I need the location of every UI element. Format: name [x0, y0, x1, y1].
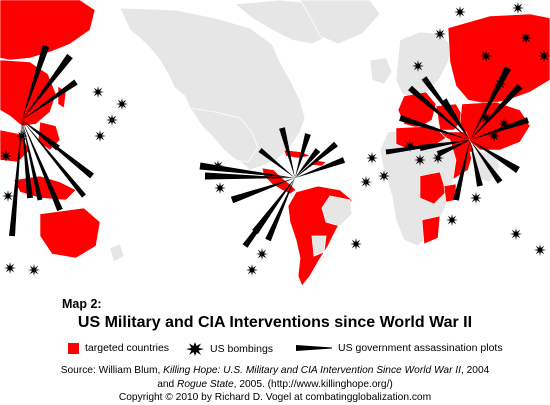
- bombing-explosion-icon: [94, 130, 106, 142]
- bombing-explosion-icon: [246, 264, 258, 276]
- source-book-title-2: Rogue State: [177, 378, 234, 390]
- bombing-explosion-icon: [366, 152, 378, 164]
- assassination-plot-wedge: [421, 76, 470, 140]
- land-south-america: [287, 185, 353, 287]
- legend-targeted: targeted countries: [68, 342, 169, 354]
- source-line-2-prefix: and: [157, 378, 178, 390]
- bombing-explosion-icon: [454, 6, 466, 18]
- assassination-plot-wedge: [22, 120, 94, 179]
- bombing-explosion-icon: [446, 214, 458, 226]
- bombing-explosion-icon: [212, 160, 224, 172]
- bombing-explosion-icon: [214, 182, 226, 194]
- bombing-explosion-icon: [510, 228, 522, 240]
- assassination-plot-wedge: [295, 141, 338, 178]
- map-label: Map 2:: [62, 297, 102, 311]
- source-line-2: and Rogue State, 2005. (http://www.killi…: [0, 378, 550, 392]
- assassination-plot-wedge: [265, 178, 295, 242]
- bombing-explosion-icon: [538, 50, 550, 62]
- bombing-explosion-icon: [498, 118, 510, 130]
- bombing-explosion-icon: [116, 98, 128, 110]
- bombing-explosion-icon: [404, 140, 416, 152]
- bombing-explosion-icon: [480, 50, 492, 62]
- legend: targeted countries US bombings US govern…: [0, 342, 550, 358]
- assassination-plot-wedge: [470, 117, 529, 140]
- assassination-plot-wedge: [9, 120, 22, 237]
- assassination-plot-wedge: [22, 79, 78, 120]
- source-line-1: Source: William Blum, Killing Hope: U.S.…: [0, 364, 550, 378]
- source-line-2-suffix: , 2005. (http://www.killinghope.org/): [233, 378, 393, 390]
- bombing-explosion-icon: [106, 114, 118, 126]
- wedge-icon: [296, 345, 332, 351]
- assassination-plot-wedge: [419, 140, 470, 151]
- world-map: [0, 0, 550, 287]
- assassination-plot-wedge: [453, 140, 470, 201]
- assassination-plot-wedge: [470, 140, 520, 173]
- explosion-icon: [186, 342, 204, 356]
- assassination-plot-wedge: [385, 140, 470, 155]
- bombing-explosion-icon: [432, 152, 444, 164]
- assassination-plot-wedge: [295, 133, 311, 178]
- assassination-plot-wedge: [470, 140, 483, 187]
- bombing-explosion-icon: [414, 154, 426, 166]
- assassination-plot-wedge: [22, 120, 33, 199]
- bombing-explosion-icon: [4, 262, 16, 274]
- assassination-plot-wedge: [408, 85, 470, 140]
- assassination-plot-wedge: [22, 120, 86, 198]
- land-greenland: [299, 0, 381, 45]
- bombing-explosion-icon: [350, 238, 362, 250]
- bombing-explosion-icon: [512, 2, 524, 14]
- bombing-explosion-icon: [378, 170, 390, 182]
- bombing-explosion-icon: [0, 150, 12, 162]
- assassination-plot-wedge: [230, 178, 295, 204]
- copyright: Copyright © 2010 by Richard D. Vogel at …: [118, 392, 432, 403]
- source-citation: Source: William Blum, Killing Hope: U.S.…: [0, 364, 550, 405]
- bombing-explosion-icon: [16, 130, 28, 142]
- assassination-plot-wedge: [258, 148, 295, 178]
- assassination-plot-wedge: [470, 83, 523, 140]
- legend-bombings-label: US bombings: [210, 343, 274, 355]
- world-map-svg: [0, 0, 550, 287]
- bombing-explosion-icon: [256, 248, 268, 260]
- targeted-country-swatch: [68, 342, 79, 354]
- assassination-plot-wedge: [436, 140, 470, 157]
- assassination-plot-wedge: [22, 120, 63, 212]
- assassination-plot-wedge: [242, 178, 295, 248]
- bombing-explosion-icon: [520, 32, 532, 44]
- assassination-plot-wedge: [22, 44, 50, 120]
- assassination-plot-wedge: [279, 127, 295, 178]
- assassination-plot-wedge: [204, 172, 295, 180]
- bombing-explosion-icon: [2, 190, 14, 202]
- legend-assassinations-label: US government assassination plots: [338, 342, 503, 354]
- source-line-1-suffix: , 2004: [460, 365, 490, 376]
- assassination-plot-wedge: [22, 53, 73, 120]
- assassination-plot-wedge: [295, 148, 321, 178]
- bombing-explosion-icon: [92, 86, 104, 98]
- bombing-explosion-icon: [470, 192, 482, 204]
- legend-bombings: US bombings: [186, 342, 273, 356]
- legend-assassinations: US government assassination plots: [296, 342, 503, 354]
- bombing-explosion-icon: [412, 60, 424, 72]
- assassination-plot-wedge: [399, 115, 470, 140]
- source-line-1-prefix: Source: William Blum,: [60, 365, 164, 376]
- assassination-plot-wedge: [22, 120, 43, 201]
- legend-targeted-label: targeted countries: [85, 342, 170, 354]
- map-title: US Military and CIA Interventions since …: [77, 314, 473, 331]
- bombing-explosion-icon: [360, 176, 372, 188]
- bombing-explosion-icon: [534, 244, 546, 256]
- assassination-plot-wedge: [199, 162, 295, 178]
- bombing-explosion-icon: [494, 78, 506, 90]
- assassination-plot-wedge: [295, 157, 346, 178]
- land-east-asia: [0, 0, 125, 263]
- source-book-title: Killing Hope: U.S. Military and CIA Inte…: [163, 365, 461, 376]
- assassination-plot-wedge: [470, 140, 503, 184]
- bombing-explosion-icon: [434, 28, 446, 40]
- bombing-explosion-icon: [480, 112, 492, 124]
- bombing-explosion-icon: [28, 264, 40, 276]
- bombing-explosion-icon: [488, 130, 500, 142]
